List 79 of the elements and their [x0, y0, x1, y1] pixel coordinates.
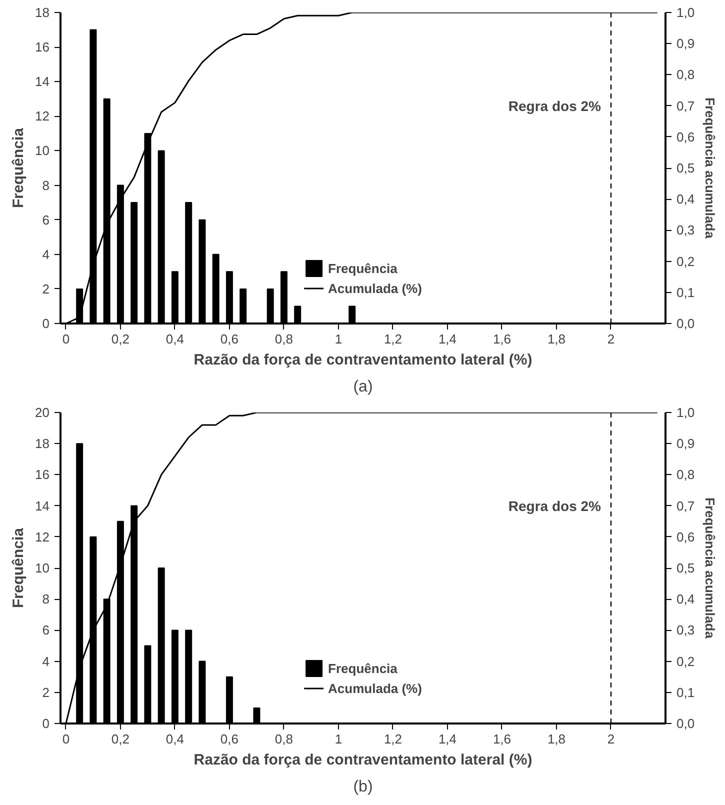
x-tick-label: 1,8 [547, 332, 566, 346]
y-tick-label: 14 [35, 498, 50, 514]
x-tick-label: 0,2 [111, 732, 130, 746]
y2-tick-label: 0,6 [676, 129, 695, 144]
y2-tick-label: 0,7 [676, 98, 695, 114]
y2-tick-label: 1,0 [676, 405, 695, 420]
y-tick-label: 8 [42, 178, 50, 193]
legend-label: Frequência [328, 660, 398, 676]
x-tick-label: 1,4 [438, 732, 457, 746]
x-tick-label: 0,8 [274, 732, 294, 746]
x-tick-label: 1 [334, 332, 342, 346]
y-tick-label: 8 [42, 592, 50, 607]
x-tick-label: 0,4 [166, 732, 184, 746]
legend-label: Acumulada (%) [328, 280, 422, 296]
y2-tick-label: 0,1 [676, 684, 695, 700]
y2-axis-title: Frequência acumulada [702, 98, 718, 240]
x-tick-label: 0,8 [274, 332, 294, 346]
y2-tick-label: 1,0 [676, 5, 695, 20]
y2-tick-label: 0,9 [676, 436, 695, 452]
y-tick-label: 2 [42, 281, 50, 296]
x-tick-label: 1,6 [492, 732, 512, 746]
y2-tick-label: 0,3 [676, 222, 695, 238]
x-tick-label: 0,2 [111, 332, 130, 346]
x-tick-label: 1,2 [384, 332, 402, 346]
x-tick-label: 0,6 [220, 332, 239, 346]
x-tick-label: 0 [62, 332, 70, 346]
x-tick-label: 1,6 [492, 332, 512, 346]
y2-tick-label: 0,9 [676, 36, 695, 52]
y-tick-label: 4 [42, 654, 50, 669]
y-tick-label: 10 [35, 143, 50, 158]
y-tick-label: 12 [35, 529, 50, 544]
y2-tick-label: 0,7 [676, 498, 695, 514]
y-tick-label: 18 [35, 436, 50, 452]
y2-tick-label: 0,2 [676, 254, 695, 269]
y2-tick-label: 0,4 [676, 592, 695, 607]
x-tick-label: 1,2 [384, 732, 402, 746]
x-tick-label: 1 [334, 732, 342, 746]
y-tick-label: 0 [42, 716, 50, 731]
y-tick-label: 10 [35, 560, 50, 576]
y2-tick-label: 0,0 [676, 316, 695, 331]
y2-tick-label: 0,8 [676, 467, 695, 482]
y-tick-label: 0 [42, 316, 50, 331]
y-axis-title: Frequência [10, 127, 28, 208]
ref-line-label: Regra dos 2% [508, 98, 602, 114]
y-tick-label: 12 [35, 108, 50, 124]
x-axis-title: Razão da força de contraventamento lateral (%) [194, 752, 532, 768]
y-axis-title: Frequência [10, 527, 28, 608]
x-tick-label: 2 [607, 732, 615, 746]
y2-tick-label: 0,6 [676, 529, 695, 544]
text: (b) [353, 778, 373, 796]
x-tick-label: 0,6 [220, 732, 239, 746]
y2-tick-label: 0,2 [676, 654, 695, 669]
y-tick-label: 6 [42, 622, 50, 638]
y-tick-label: 6 [42, 212, 50, 228]
ref-line-label: Regra dos 2% [508, 498, 602, 514]
y-tick-label: 20 [35, 405, 50, 420]
x-tick-label: 1,8 [547, 732, 566, 746]
x-tick-label: 0 [62, 732, 70, 746]
y2-tick-label: 0,8 [676, 67, 695, 82]
y2-tick-label: 0,5 [676, 560, 695, 576]
legend-label: Acumulada (%) [328, 680, 422, 696]
y-tick-label: 4 [42, 246, 50, 262]
x-tick-label: 2 [607, 332, 615, 346]
y-tick-label: 16 [35, 40, 50, 55]
legend-label: Frequência [328, 260, 398, 276]
y-tick-label: 2 [42, 684, 50, 700]
text: (a) [353, 378, 373, 396]
y2-axis-title: Frequência acumulada [702, 498, 718, 640]
y-tick-label: 18 [35, 5, 50, 20]
y-tick-label: 14 [35, 74, 50, 90]
y2-tick-label: 0,1 [676, 284, 695, 300]
y-tick-label: 16 [35, 467, 50, 482]
y2-tick-label: 0,4 [676, 192, 695, 207]
y2-tick-label: 0,3 [676, 622, 695, 638]
x-tick-label: 0,4 [166, 332, 184, 346]
x-axis-title: Razão da força de contraventamento lateral (%) [194, 352, 532, 368]
y2-tick-label: 0,5 [676, 160, 695, 176]
x-tick-label: 1,4 [438, 332, 457, 346]
y2-tick-label: 0,0 [676, 716, 695, 731]
